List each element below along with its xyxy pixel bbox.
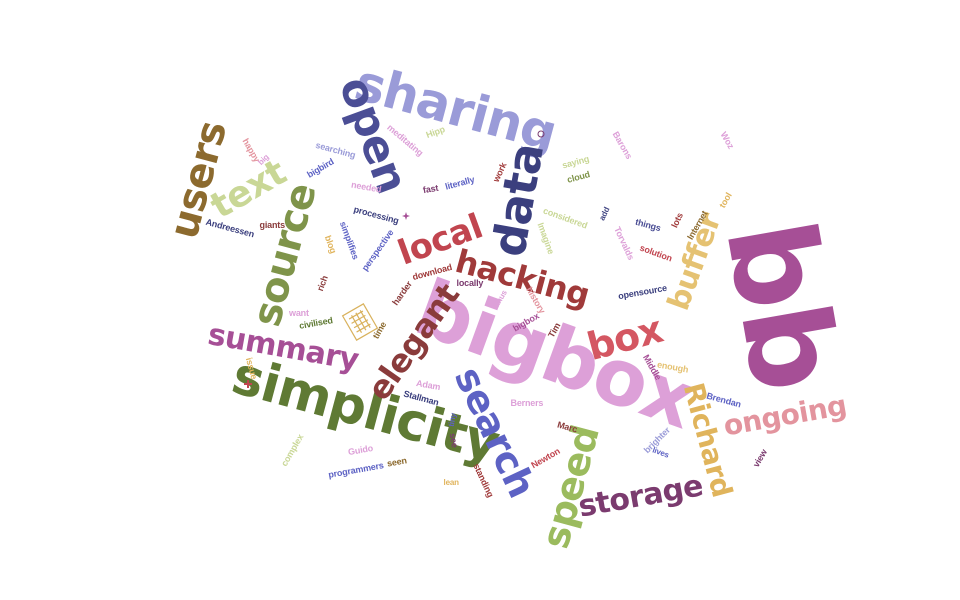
cloud-word-adam: Adam: [415, 377, 442, 392]
cloud-word-berners: Berners: [510, 397, 544, 408]
cloud-word-barons: Barons: [610, 129, 635, 161]
cloud-word-cloud: cloud: [565, 168, 591, 185]
cloud-word-rich: rich: [315, 273, 330, 292]
cloud-word-see: see: [447, 431, 460, 448]
cloud-word-bb: bb: [697, 210, 864, 400]
cloud-word-considered: considered: [541, 204, 589, 231]
cloud-word-data: data: [480, 139, 554, 261]
cloud-word-torvalds: Torvalds: [611, 224, 636, 261]
cloud-word-perspective: perspective: [359, 227, 396, 273]
cloud-word-marc: Marc: [556, 419, 579, 434]
plus-icon: [243, 376, 253, 394]
cloud-word-add: add: [597, 205, 612, 222]
cloud-word-complex: complex: [278, 431, 305, 468]
cloud-word-view: view: [750, 447, 769, 469]
small-star-icon: [402, 207, 410, 225]
small-star-icon: [536, 126, 546, 144]
cloud-word-lots: lots: [668, 210, 685, 229]
cloud-word-seen: seen: [386, 454, 408, 469]
cloud-word-lives: lives: [650, 445, 670, 460]
cloud-word-civilised: civilised: [298, 314, 334, 331]
cloud-word-locally: locally: [456, 277, 484, 288]
cloud-word-solution: solution: [638, 242, 674, 263]
cloud-word-harder: harder: [389, 278, 414, 307]
cloud-word-saying: saying: [560, 153, 590, 170]
cloud-word-woz: Woz: [718, 129, 737, 150]
cloud-word-fast: fast: [421, 182, 439, 195]
grid-document-icon: [338, 300, 382, 349]
cloud-word-processing: processing: [352, 203, 400, 226]
cloud-word-simplifies: simplifies: [337, 219, 361, 261]
cloud-word-tool: tool: [717, 190, 734, 210]
cloud-word-blog: blog: [322, 233, 339, 255]
cloud-word-bigbird: bigbird: [304, 155, 336, 180]
cloud-word-things: things: [634, 216, 662, 233]
cloud-word-literally: literally: [444, 173, 476, 192]
cloud-word-opensource: opensource: [616, 282, 668, 301]
cloud-word-programmers: programmers: [327, 459, 385, 480]
cloud-word-want: want: [289, 307, 309, 318]
cloud-word-giants: giants: [259, 219, 286, 230]
cloud-word-lean: lean: [443, 478, 460, 487]
cloud-word-guido: Guido: [346, 442, 374, 457]
